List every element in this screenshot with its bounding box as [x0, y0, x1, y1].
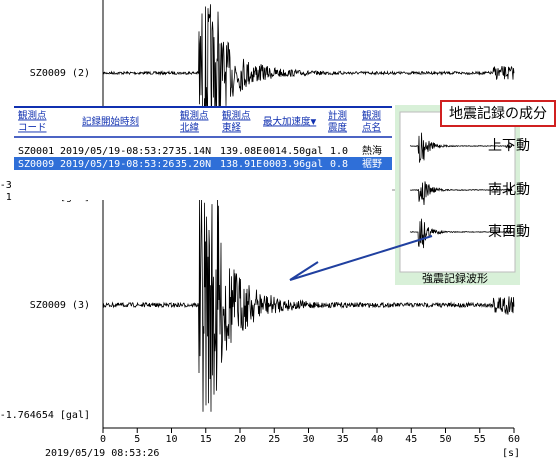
inset: 地震記録の成分 上下動 南北動 東西動 強震記録波形 — [395, 100, 556, 285]
column-header: 観測点 — [222, 110, 251, 122]
table-bg — [14, 106, 392, 200]
column-header: 東経 — [222, 122, 242, 134]
table-cell: 0003.96gal — [263, 159, 323, 170]
x-tick-label: 15 — [200, 434, 212, 445]
table-cell: 0014.50gal — [263, 146, 323, 157]
column-header: 最大加速度▼ — [263, 116, 317, 128]
table-cell: SZ0009 — [18, 159, 54, 170]
x-tick-label: 40 — [371, 434, 383, 445]
column-header: 記録開始時刻 — [82, 116, 139, 128]
station-table: 観測点コード記録開始時刻観測点北緯観測点東経最大加速度▼計測震度観測点名SZ00… — [14, 106, 392, 200]
waveform — [102, 4, 515, 143]
table-cell: 1.0 — [330, 146, 348, 157]
table-cell: SZ0001 — [18, 146, 54, 157]
trace-label: SZ0009 (2) — [30, 68, 90, 79]
component: 上下動 — [488, 138, 530, 154]
x-tick-label: 50 — [439, 434, 451, 445]
waveform — [410, 181, 513, 206]
amp-label: -1.764654 [gal] — [0, 410, 90, 421]
x-tick-label: 45 — [405, 434, 417, 445]
waveform — [102, 194, 515, 412]
waveform — [409, 218, 513, 249]
waveforms — [102, 4, 515, 412]
x-tick-label: 30 — [302, 434, 314, 445]
waveform — [409, 132, 513, 163]
table-cell: 裾野 — [362, 157, 382, 170]
x-tick-label: 60 — [508, 434, 520, 445]
x-unit: [s] — [502, 448, 520, 459]
inset-title-box — [440, 100, 556, 127]
x-tick-label: 0 — [100, 434, 106, 445]
table-cell: 2019/05/19-08:53:27 — [60, 146, 174, 157]
inset-title: 地震記録の成分 — [449, 105, 547, 122]
table-cell: 0.8 — [330, 159, 348, 170]
component: 東西動 — [488, 224, 530, 240]
x-tick-label: 20 — [234, 434, 246, 445]
column-header: 計測 — [328, 110, 347, 122]
x-tick-label: 55 — [474, 434, 486, 445]
table-cell: 138.91E — [220, 159, 262, 170]
pointer-arrow — [289, 235, 433, 281]
inset-caption: 強震記録波形 — [422, 271, 488, 285]
table-cell: 熱海 — [362, 144, 382, 157]
column-header: コード — [18, 123, 47, 134]
column-header: 北緯 — [180, 122, 200, 134]
column-header: 点名 — [362, 122, 381, 134]
mini-waves — [409, 132, 513, 249]
column-header: 震度 — [328, 122, 348, 134]
column-header: 観測 — [362, 110, 381, 122]
x-tick-label: 5 — [134, 434, 140, 445]
table-cell: 2019/05/19-08:53:26 — [60, 159, 174, 170]
table-cell: 35.14N — [175, 146, 211, 157]
column-header: 観測点 — [18, 110, 47, 122]
table-cell: 35.20N — [175, 159, 211, 170]
selected-row — [14, 157, 392, 170]
x-tick-label: 25 — [268, 434, 280, 445]
x-tick-label: 10 — [165, 434, 177, 445]
column-header: 観測点 — [180, 110, 209, 122]
start-time: 2019/05/19 08:53:26 — [45, 448, 159, 459]
table-cell: 139.08E — [220, 146, 262, 157]
x-tick-label: 35 — [337, 434, 349, 445]
trace-label: SZ0009 (3) — [30, 300, 90, 311]
component: 南北動 — [488, 182, 530, 198]
